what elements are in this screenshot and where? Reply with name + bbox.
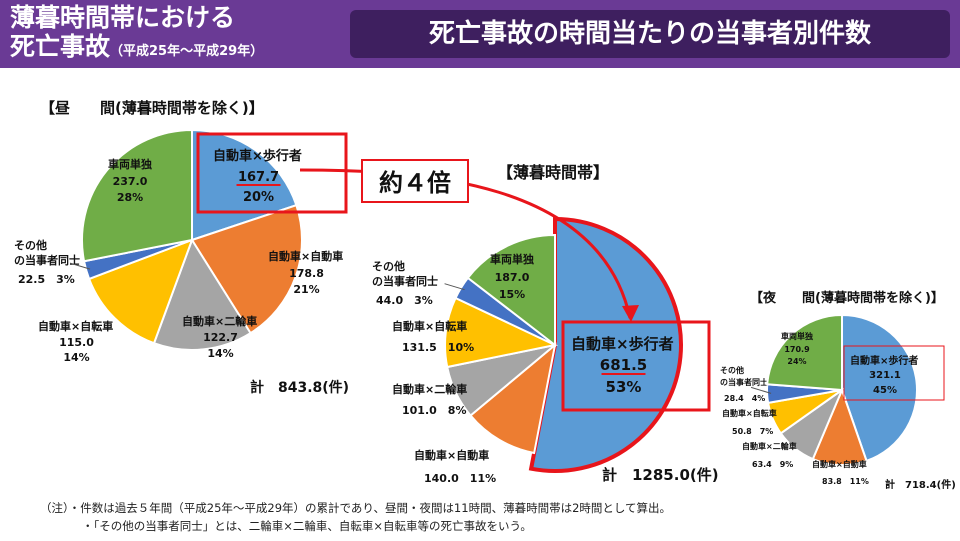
pie2-slice-6 <box>466 233 556 348</box>
pie2-slice-2-value: 140.0 11% <box>424 472 496 485</box>
comparison-arrowhead <box>622 305 639 322</box>
pie1-slice-5-value: 22.5 3% <box>18 273 75 286</box>
pie1-slice-4-percent: 14% <box>63 351 89 364</box>
header-banner: 薄暮時間帯における 死亡事故（平成25年～平成29年） 死亡事故の時間当たりの当… <box>0 0 960 68</box>
pie3-slice-3-value: 63.4 9% <box>752 460 793 469</box>
pie3-slice-3-label: 自動車×二輪車 <box>742 441 797 451</box>
pie3-total: 計 718.4(件) <box>885 478 956 491</box>
pie3-slice-1 <box>841 313 918 463</box>
pie3-slice-5-label-a: その他 <box>720 365 744 375</box>
pie3-slice-1-percent: 45% <box>873 385 897 396</box>
pie1-leader <box>69 262 91 270</box>
pie1-slice-2-percent: 21% <box>293 283 319 296</box>
pie1-slice-2-label: 自動車×自動車 <box>268 249 343 263</box>
pie1-slice-5-label-a: その他 <box>14 238 47 252</box>
pie2-leader <box>444 283 465 291</box>
pie3-slice-6-label: 車両単独 <box>781 331 813 341</box>
comparison-label: 約４倍 <box>379 169 451 197</box>
pie2-slice-1-value: 681.5 <box>600 356 647 374</box>
pie1-slice-3-percent: 14% <box>207 347 233 360</box>
pie1-slice-1-percent: 20% <box>243 190 274 205</box>
comparison-arrow <box>299 168 632 319</box>
footnote-2: ・「その他の当事者同士」とは、二輪車×二輪車、自転車×自転車等の死亡事故をいう。 <box>82 519 532 533</box>
header-left-line2-text: 死亡事故 <box>10 32 111 61</box>
pie2-slice-3-value: 101.0 8% <box>402 404 466 417</box>
pie2-slice-5-value: 44.0 3% <box>376 294 433 307</box>
highlight-box-night <box>843 345 945 401</box>
main-title: 死亡事故の時間当たりの当事者別件数 <box>350 10 950 58</box>
pie3-slice-5-value: 28.4 4% <box>724 394 765 403</box>
pie2-title: 【薄暮時間帯】 <box>497 163 609 182</box>
pie1-slice-5-label-b: の当事者同士 <box>14 253 80 267</box>
pie1-slice-4 <box>87 238 194 345</box>
pie3-slice-4-label: 自動車×自転車 <box>722 408 777 418</box>
pie1-total: 計 843.8(件) <box>250 379 349 396</box>
pie3-slice-2-value: 83.8 11% <box>822 477 869 486</box>
pie3-slice-6 <box>766 313 843 392</box>
pie1-slice-4-label: 自動車×自転車 <box>38 319 113 333</box>
pie3-slice-1-label: 自動車×歩行者 <box>850 354 918 367</box>
pie3-leader <box>750 386 772 394</box>
pie1-slice-1-value: 167.7 <box>238 170 279 185</box>
highlight-box-dusk <box>561 320 711 412</box>
pie1-slice-3-label: 自動車×二輪車 <box>182 314 257 328</box>
pie1-slice-6-value: 237.0 <box>113 175 148 188</box>
pie3-slice-5-label-b: の当事者同士 <box>720 377 768 387</box>
pie1-slice-3 <box>152 237 252 351</box>
pie2-total: 計 1285.0(件) <box>602 466 719 484</box>
pie1-slice-2 <box>190 203 303 335</box>
pie3-slice-6-percent: 24% <box>787 357 806 366</box>
pie1-slice-6-label: 車両単独 <box>108 157 152 171</box>
pie2-slice-1 <box>528 216 683 473</box>
pie1-slice-2-value: 178.8 <box>289 267 324 280</box>
header-left-line1: 薄暮時間帯における <box>10 3 236 32</box>
pie3-slice-4-value: 50.8 7% <box>732 427 773 436</box>
header-left-line2: 死亡事故（平成25年～平成29年） <box>10 33 263 66</box>
pie2-slice-2-label: 自動車×自動車 <box>414 448 489 462</box>
pie1-slice-4-value: 115.0 <box>59 336 94 349</box>
pie2-slice-5-label-a: その他 <box>372 259 405 273</box>
pie2-slice-1-label: 自動車×歩行者 <box>571 335 674 353</box>
footnote-1: （注）・件数は過去５年間（平成25年～平成29年）の累計であり、昼間・夜間は11… <box>40 501 672 515</box>
pie1-slice-1-label: 自動車×歩行者 <box>213 148 302 164</box>
pie2-slice-6-value: 187.0 <box>495 271 530 284</box>
comparison-badge <box>361 159 469 203</box>
pie2-slice-5-label-b: の当事者同士 <box>372 274 438 288</box>
pie2-slice-3-label: 自動車×二輪車 <box>392 382 467 396</box>
pie1-slice-3-value: 122.7 <box>203 331 238 344</box>
pie1-title: 【昼 間(薄暮時間帯を除く)】 <box>40 99 264 117</box>
pie3-slice-2-label: 自動車×自動車 <box>812 459 867 469</box>
pie3-slice-1-value: 321.1 <box>869 370 901 381</box>
pie2-slice-6-label: 車両単独 <box>490 252 534 266</box>
pie2-slice-6-percent: 15% <box>499 288 525 301</box>
pie2-slice-4-label: 自動車×自転車 <box>392 319 467 333</box>
pie1-slice-6 <box>81 128 193 263</box>
pie2-slice-4-value: 131.5 10% <box>402 341 474 354</box>
pie1-slice-6-percent: 28% <box>117 191 143 204</box>
pie2-slice-1-percent: 53% <box>606 378 642 396</box>
pie2-slice-4 <box>444 296 559 369</box>
pie3-title: 【夜 間(薄暮時間帯を除く)】 <box>750 290 944 306</box>
pie2-slice-2 <box>469 342 557 455</box>
pie3-slice-6-value: 170.9 <box>784 345 810 354</box>
highlight-box-day <box>196 132 348 214</box>
header-left-sub: （平成25年～平成29年） <box>110 44 264 59</box>
